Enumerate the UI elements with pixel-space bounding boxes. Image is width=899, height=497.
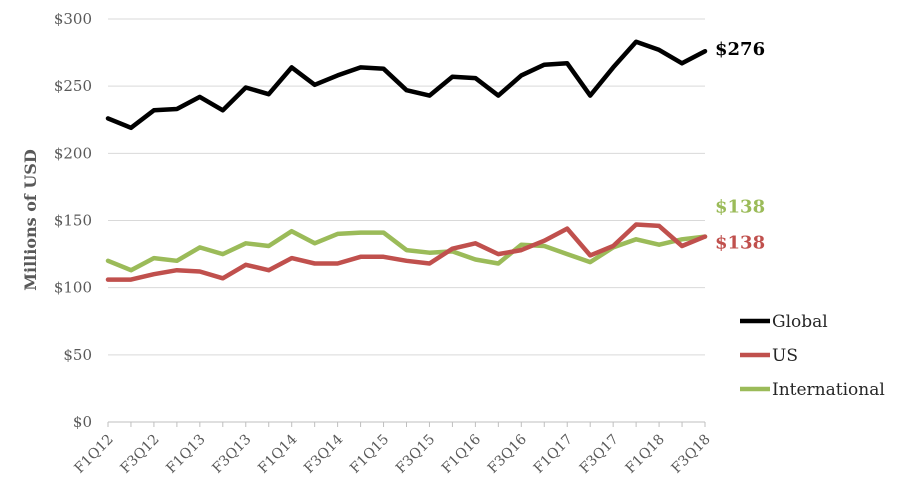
y-tick-label: $250 [54, 77, 92, 95]
y-axis-label: Millions of USD [21, 149, 40, 291]
end-label-global: $276 [715, 39, 765, 60]
y-axis-ticks: $0 $50 $100 $150 $200 $250 $300 [54, 10, 92, 431]
series-line-international [105, 228, 708, 273]
legend: Global US International [740, 312, 885, 400]
series-lines [105, 39, 708, 282]
gridlines [108, 18, 705, 423]
end-label-international: $138 [715, 197, 765, 218]
legend-label-international: International [772, 380, 885, 400]
y-tick-label: $300 [54, 10, 92, 28]
x-tick-label: F1Q17 [531, 431, 576, 476]
y-tick-label: $50 [63, 346, 92, 364]
x-axis: F1Q12 F3Q12 F1Q13 F3Q13 F1Q14 F3Q14 F1Q15 F3Q15… [72, 422, 714, 477]
legend-label-us: US [772, 346, 798, 366]
x-tick-label: F3Q13 [209, 431, 254, 476]
legend-label-global: Global [772, 312, 828, 332]
x-tick-label: F1Q14 [255, 431, 300, 476]
x-tick-label: F1Q13 [163, 431, 208, 476]
x-tick-label: F1Q18 [623, 431, 668, 476]
x-tick-label: F1Q16 [439, 431, 484, 476]
x-tick-label: F3Q14 [301, 431, 346, 476]
x-tick-label: F3Q15 [393, 431, 438, 476]
x-tick-label: F1Q12 [72, 431, 117, 476]
y-tick-label: $0 [73, 413, 92, 431]
end-labels: $276 $138 $138 [715, 39, 765, 253]
x-tick-label: F3Q12 [117, 431, 162, 476]
x-tick-label: F3Q16 [485, 431, 530, 476]
y-tick-label: $100 [54, 279, 92, 297]
x-tick-label: F1Q15 [347, 431, 392, 476]
series-line-us [105, 222, 708, 282]
y-tick-label: $150 [54, 212, 92, 230]
x-tick-label: F3Q18 [669, 431, 714, 476]
y-tick-label: $200 [54, 144, 92, 162]
x-tick-label: F3Q17 [577, 431, 622, 476]
end-label-us: $138 [715, 233, 765, 254]
series-line-global [105, 39, 708, 131]
